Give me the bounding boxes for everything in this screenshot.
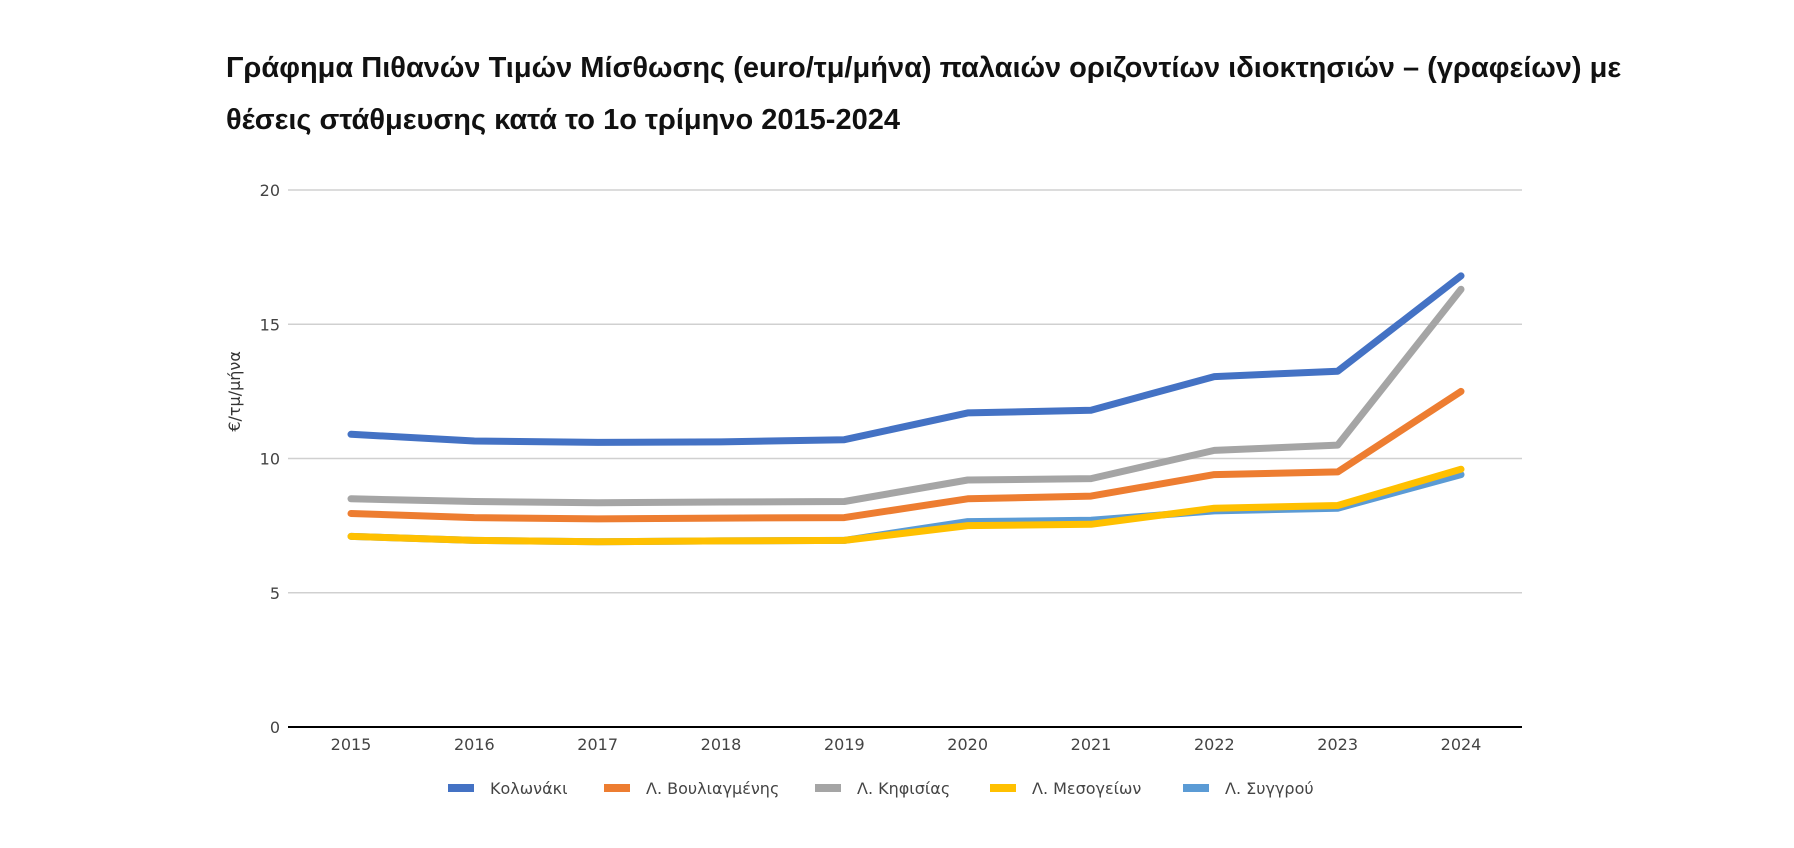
x-tick-label: 2015 (331, 735, 372, 754)
y-axis-label: €/τμ/μήνα (225, 351, 244, 432)
x-tick-label: 2017 (577, 735, 618, 754)
series-line-3 (347, 465, 1465, 546)
legend-label: Λ. Συγγρού (1225, 779, 1314, 798)
series-line-0 (347, 272, 1465, 446)
series-line-1 (347, 387, 1465, 523)
legend: Κολωνάκι Λ. Βουλιαγμένης Λ. Κηφισίας Λ. Μεσ… (448, 779, 1314, 798)
x-tick-label: 2018 (701, 735, 742, 754)
x-tick-label: 2016 (454, 735, 495, 754)
gridlines (288, 189, 1522, 594)
x-tick-label: 2019 (824, 735, 865, 754)
x-tick-label: 2023 (1317, 735, 1358, 754)
y-tick-label: 15 (260, 315, 280, 334)
x-axis-ticks: 2015 2016 2017 2018 2019 2020 2021 2022 2023 2024 (331, 735, 1482, 754)
y-axis-ticks: 0 5 10 15 20 (260, 181, 280, 737)
series-lines (347, 272, 1465, 546)
y-tick-label: 20 (260, 181, 280, 200)
series-line-2 (347, 285, 1465, 507)
x-tick-label: 2022 (1194, 735, 1235, 754)
legend-label: Λ. Μεσογείων (1032, 779, 1141, 798)
x-tick-label: 2021 (1071, 735, 1112, 754)
legend-label: Λ. Κηφισίας (857, 779, 950, 798)
legend-label: Κολωνάκι (490, 779, 567, 798)
y-tick-label: 5 (270, 584, 280, 603)
x-tick-label: 2024 (1441, 735, 1482, 754)
y-tick-label: 10 (260, 450, 280, 469)
chart-title: Γράφημα Πιθανών Τιμών Μίσθωσης (euro/τμ/… (226, 52, 1622, 136)
x-tick-label: 2020 (947, 735, 988, 754)
y-tick-label: 0 (270, 718, 280, 737)
legend-label: Λ. Βουλιαγμένης (646, 779, 779, 798)
